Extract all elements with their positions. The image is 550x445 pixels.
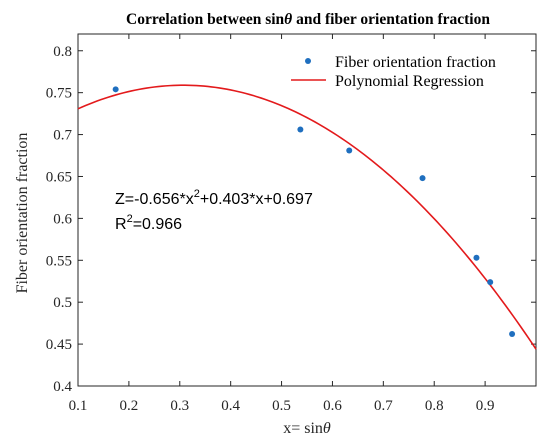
y-tick-label: 0.75 [46,86,72,102]
x-tick-label: 0.7 [374,398,393,414]
x-tick-label: 0.8 [425,398,444,414]
x-axis: 0.1 0.2 0.3 0.4 0.5 0.6 0.7 0.8 0.9 [69,34,495,414]
y-tick-label: 0.55 [46,253,72,269]
y-tick-label: 0.4 [53,379,72,395]
legend: Fiber orientation fraction Polynomial Re… [291,54,496,90]
plot-area [77,33,537,387]
y-axis-label: Fiber orientation fraction [14,133,31,294]
y-tick-label: 0.5 [53,295,72,311]
data-point [419,175,426,182]
legend-label-scatter: Fiber orientation fraction [335,54,496,71]
y-tick-label: 0.8 [53,44,72,60]
y-tick-label: 0.6 [53,211,72,227]
x-tick-label: 0.3 [170,398,189,414]
data-point [509,331,516,338]
x-tick-label: 0.9 [476,398,495,414]
y-tick-label: 0.7 [53,128,72,144]
y-axis: 0.4 0.45 0.5 0.55 0.6 0.65 0.7 0.75 0.8 [46,44,536,395]
equation-annotation: Z=-0.656*x2+0.403*x+0.697 [115,188,313,208]
y-tick-label: 0.45 [46,337,72,353]
data-point [487,279,494,286]
regression-curve [77,84,537,350]
legend-marker-scatter [305,58,311,64]
data-points [112,86,516,338]
data-point [346,147,353,154]
data-point [297,126,304,133]
data-point [473,254,480,261]
x-tick-label: 0.5 [272,398,291,414]
x-tick-label: 0.1 [69,398,88,414]
y-tick-label: 0.65 [46,169,72,185]
x-tick-label: 0.6 [323,398,342,414]
data-point [112,86,119,93]
x-axis-label: x= sinθ [283,420,331,437]
legend-label-line: Polynomial Regression [335,73,484,90]
r-squared-annotation: R2=0.966 [115,213,182,233]
chart-title: Correlation between sinθ and fiber orien… [126,11,490,28]
x-tick-label: 0.4 [221,398,240,414]
x-tick-label: 0.2 [120,398,139,414]
